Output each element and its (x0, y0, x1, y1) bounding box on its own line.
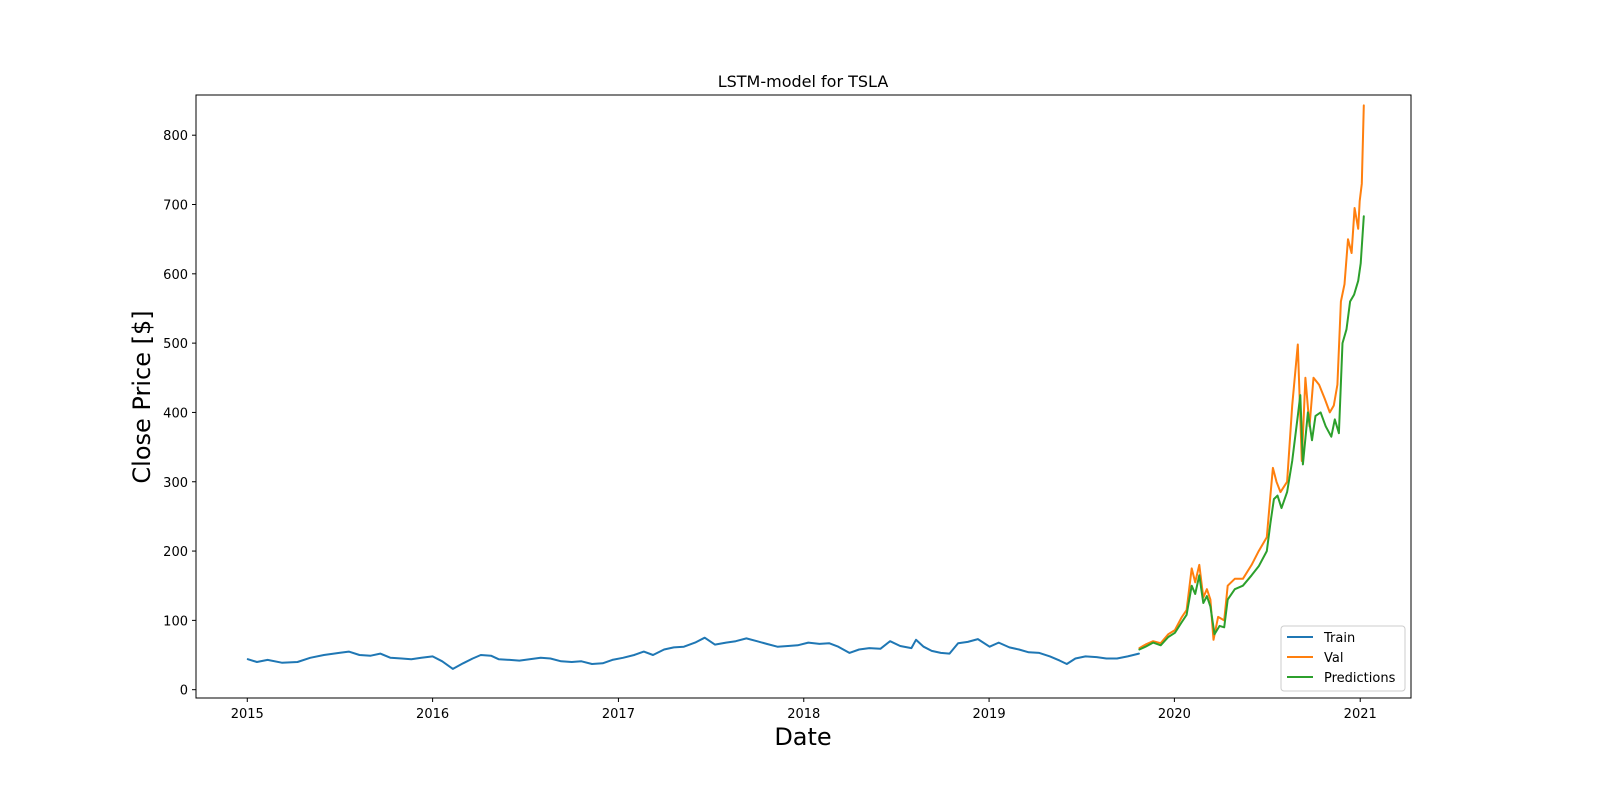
y-tick-label: 400 (163, 406, 188, 421)
legend-label-predictions: Predictions (1324, 671, 1396, 686)
series-line-predictions (1138, 215, 1365, 651)
series-layer (246, 104, 1365, 670)
chart-title: LSTM-model for TSLA (718, 72, 889, 91)
y-tick-label: 600 (163, 268, 188, 283)
legend-label-train: Train (1323, 631, 1355, 646)
x-tick-label: 2020 (1158, 707, 1191, 722)
y-tick-label: 700 (163, 199, 188, 214)
y-axis-label: Close Price [$] (128, 310, 156, 483)
series-line-val (1138, 104, 1365, 650)
plot-area (195, 94, 1412, 699)
y-tick-label: 800 (163, 129, 188, 144)
y-tick-label: 300 (163, 476, 188, 491)
legend-label-val: Val (1324, 651, 1343, 666)
x-axis: 2015 2016 2017 2018 2019 2020 2021 (231, 698, 1377, 722)
x-axis-label: Date (774, 723, 831, 751)
y-tick-label: 100 (163, 614, 188, 629)
x-tick-label: 2017 (602, 707, 635, 722)
x-tick-label: 2018 (787, 707, 820, 722)
legend: Train Val Predictions (1280, 625, 1406, 692)
x-tick-label: 2019 (973, 707, 1006, 722)
y-tick-label: 200 (163, 545, 188, 560)
y-axis: 0 100 200 300 400 500 600 700 800 (163, 129, 196, 699)
legend-box (1280, 625, 1406, 692)
x-tick-label: 2015 (231, 707, 264, 722)
x-tick-label: 2021 (1344, 707, 1377, 722)
series-line-train (246, 636, 1140, 670)
y-tick-label: 500 (163, 337, 188, 352)
x-tick-label: 2016 (416, 707, 449, 722)
y-tick-label: 0 (180, 684, 188, 699)
